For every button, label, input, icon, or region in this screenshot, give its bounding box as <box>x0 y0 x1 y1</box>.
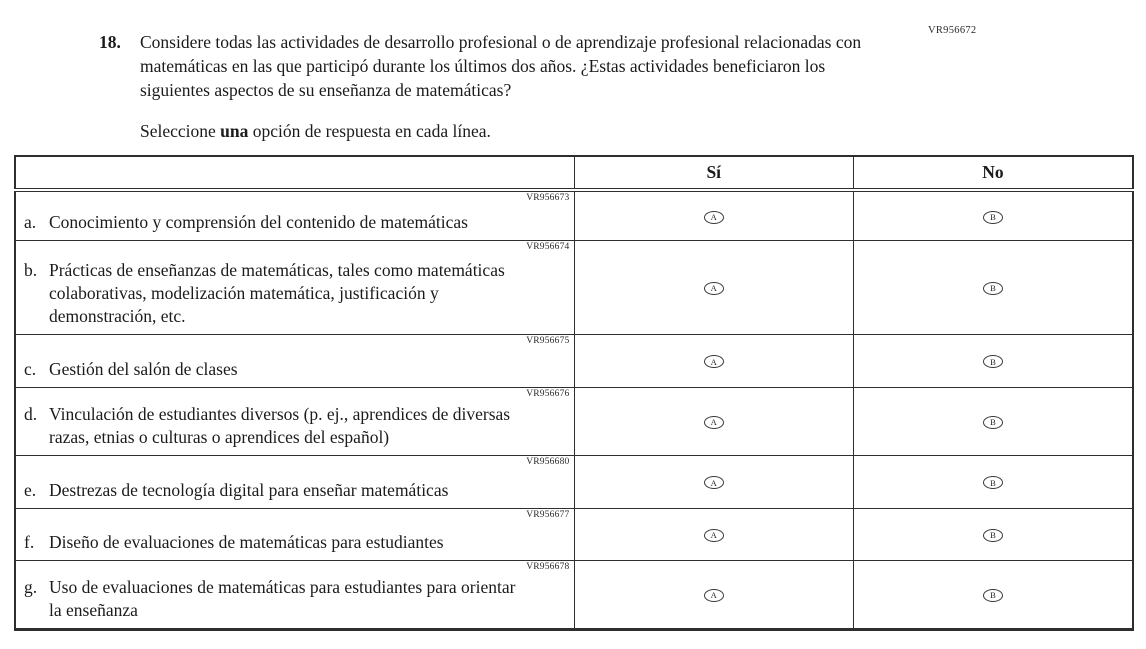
option-bubble-a-no[interactable]: B <box>983 210 1003 224</box>
bubble-letter: B <box>990 477 996 488</box>
column-header-no: No <box>853 155 1134 192</box>
question-instruction: Seleccione una opción de respuesta en ca… <box>140 119 899 143</box>
row-label-a: Conocimiento y comprensión del contenido… <box>49 211 468 232</box>
row-label-d: Vinculación de estudiantes diversos (p. … <box>49 403 511 447</box>
bubble-letter: A <box>710 356 717 367</box>
bubble-letter: B <box>990 356 996 367</box>
option-bubble-b-no[interactable]: B <box>983 281 1003 295</box>
instruction-suffix: opción de respuesta en cada línea. <box>248 121 491 141</box>
table-row-b: VR956674 b. Prácticas de enseñanzas de ma… <box>14 239 1134 335</box>
option-bubble-c-si[interactable]: A <box>703 355 724 369</box>
bubble-letter: A <box>710 283 717 293</box>
table-row-g: VR956678 g. Uso de evaluaciones de matemá… <box>14 559 1134 630</box>
column-header-blank <box>14 155 575 192</box>
bubble-letter: B <box>990 283 996 293</box>
option-bubble-d-no[interactable]: B <box>983 415 1003 429</box>
row-letter-g: g. <box>24 576 38 597</box>
row-letter-d: d. <box>24 403 38 424</box>
option-bubble-e-no[interactable]: B <box>983 476 1003 490</box>
table-row-f: VR956677 f. Diseño de evaluaciones de mat… <box>14 507 1134 561</box>
option-bubble-f-no[interactable]: B <box>983 528 1003 542</box>
row-label-c: Gestión del salón de clases <box>49 358 238 379</box>
no-cell-g: B <box>853 559 1134 630</box>
row-letter-e: e. <box>24 479 37 500</box>
no-cell-b: B <box>853 239 1134 335</box>
row-code-b: VR956674 <box>526 241 570 252</box>
item-cell-d: VR956676 d. Vinculación de estudiantes di… <box>14 386 575 456</box>
row-label-b: Prácticas de enseñanzas de matemáticas, … <box>49 259 505 326</box>
table-row-e: VR956680 e. Destrezas de tecnología digit… <box>14 454 1134 509</box>
option-bubble-e-si[interactable]: A <box>703 476 724 490</box>
si-cell-g: A <box>573 559 854 630</box>
bubble-letter: B <box>990 590 996 600</box>
bubble-letter: B <box>990 530 996 540</box>
bubble-letter: A <box>710 477 717 488</box>
table-row-a: VR956673 a. Conocimiento y comprensión de… <box>14 189 1134 241</box>
option-bubble-g-si[interactable]: A <box>703 588 724 602</box>
si-cell-f: A <box>573 507 854 561</box>
item-cell-a: VR956673 a. Conocimiento y comprensión de… <box>14 189 575 241</box>
row-code-c: VR956675 <box>526 335 570 346</box>
item-cell-b: VR956674 b. Prácticas de enseñanzas de ma… <box>14 239 575 335</box>
table-row-c: VR956675 c. Gestión del salón de clases A… <box>14 333 1134 388</box>
bubble-letter: A <box>710 590 717 600</box>
row-code-g: VR956678 <box>526 561 570 572</box>
si-cell-c: A <box>573 333 854 388</box>
item-cell-g: VR956678 g. Uso de evaluaciones de matemá… <box>14 559 575 630</box>
si-cell-a: A <box>573 189 854 241</box>
option-bubble-c-no[interactable]: B <box>983 355 1003 369</box>
row-label-f: Diseño de evaluaciones de matemáticas pa… <box>49 531 444 552</box>
no-cell-f: B <box>853 507 1134 561</box>
table-row-d: VR956676 d. Vinculación de estudiantes di… <box>14 386 1134 456</box>
bubble-letter: A <box>710 417 717 427</box>
bubble-letter: B <box>990 211 996 222</box>
row-code-e: VR956680 <box>526 456 570 467</box>
row-letter-a: a. <box>24 211 37 232</box>
row-letter-b: b. <box>24 259 38 280</box>
item-cell-e: VR956680 e. Destrezas de tecnología digit… <box>14 454 575 509</box>
row-letter-f: f. <box>24 531 35 552</box>
option-bubble-d-si[interactable]: A <box>703 415 724 429</box>
no-cell-c: B <box>853 333 1134 388</box>
column-header-si: Sí <box>573 155 854 192</box>
bubble-letter: A <box>710 530 717 540</box>
instruction-prefix: Seleccione <box>140 121 221 141</box>
header-row: Sí No <box>14 155 1134 192</box>
bubble-letter: B <box>990 417 996 427</box>
option-bubble-f-si[interactable]: A <box>703 528 724 542</box>
row-letter-c: c. <box>24 358 37 379</box>
question-text: Considere todas las actividades de desar… <box>140 32 862 100</box>
row-code-d: VR956676 <box>526 388 570 399</box>
no-cell-a: B <box>853 189 1134 241</box>
option-bubble-g-no[interactable]: B <box>983 588 1003 602</box>
row-code-f: VR956677 <box>526 509 570 520</box>
row-label-g: Uso de evaluaciones de matemáticas para … <box>49 576 516 620</box>
no-cell-e: B <box>853 454 1134 509</box>
no-cell-d: B <box>853 386 1134 456</box>
item-cell-c: VR956675 c. Gestión del salón de clases <box>14 333 575 388</box>
form-code-top-right: VR956672 <box>928 25 977 36</box>
si-cell-b: A <box>573 239 854 335</box>
item-cell-f: VR956677 f. Diseño de evaluaciones de mat… <box>14 507 575 561</box>
option-bubble-b-si[interactable]: A <box>703 281 724 295</box>
row-code-a: VR956673 <box>526 193 570 203</box>
question-number: 18. <box>99 32 121 52</box>
si-cell-e: A <box>573 454 854 509</box>
bubble-letter: A <box>710 211 717 222</box>
response-table: Sí No VR956673 a. Conocimiento y comprens… <box>14 155 1134 631</box>
question-block: 18. Considere todas las actividades de d… <box>99 30 899 143</box>
row-label-e: Destrezas de tecnología digital para ens… <box>49 479 449 500</box>
instruction-bold-word: una <box>220 121 249 141</box>
si-cell-d: A <box>573 386 854 456</box>
option-bubble-a-si[interactable]: A <box>703 210 724 224</box>
